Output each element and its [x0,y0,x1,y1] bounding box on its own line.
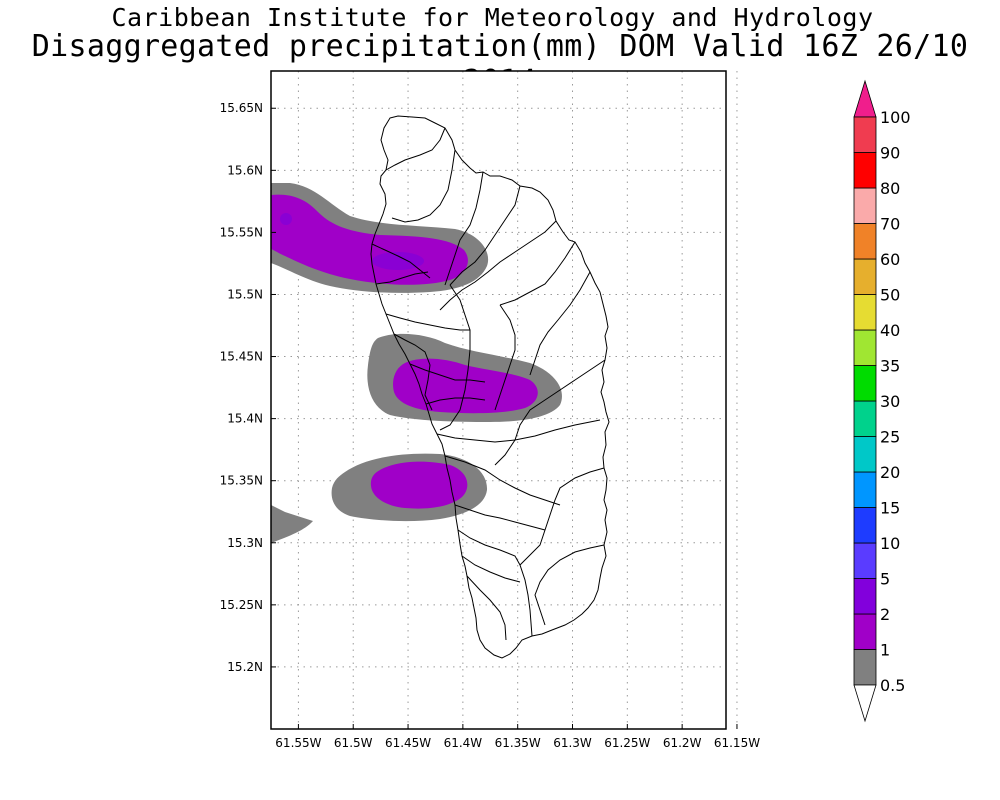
district-boundary-17 [461,555,521,583]
colorbar-label: 0.5 [880,676,905,695]
lat-tick-label: 15.55N [220,225,263,239]
colorbar-label: 15 [880,499,900,518]
district-boundary-7 [494,304,516,411]
colorbar-swatch-100 [853,116,877,153]
colorbar-swatch-70 [853,223,877,260]
district-boundary-10 [409,363,486,383]
colorbar-swatch-10 [853,542,877,579]
lon-tick-label: 61.4W [444,736,483,750]
district-boundary-3 [449,185,521,286]
colorbar-swatch-90 [853,152,877,189]
lat-tick-label: 15.2N [227,660,263,674]
district-boundary-13 [444,455,561,506]
lon-tick-label: 61.45W [385,736,431,750]
lon-tick-label: 61.5W [334,736,373,750]
lat-tick-label: 15.35N [220,474,263,488]
precip-spot-north-core [372,252,424,270]
district-boundary-18 [534,544,605,626]
colorbar-swatch-50 [853,294,877,331]
colorbar-swatch-80 [853,187,877,224]
district-boundary-8 [529,271,591,376]
axis-tick-labels: 61.55W 61.5W 61.45W 61.4W 61.35W 61.3W 61.25W 6… [220,101,761,750]
lon-tick-label: 61.55W [275,736,321,750]
lat-tick-label: 15.5N [227,287,263,301]
district-boundary-12 [436,419,601,443]
lon-tick-label: 61.2W [663,736,702,750]
district-boundary-11 [494,359,606,466]
district-boundary-21 [375,271,429,285]
colorbar-label: 100 [880,108,911,127]
colorbar-label: 35 [880,357,900,376]
colorbar-label: 25 [880,428,900,447]
colorbar-swatch-20 [853,471,877,508]
lat-tick-label: 15.4N [227,412,263,426]
district-boundary-2 [444,171,484,286]
district-boundary-15 [454,504,546,531]
island-outline-dominica [370,115,610,659]
lat-tick-label: 15.6N [227,163,263,177]
district-boundary-24 [385,127,446,171]
chart-title-line2: Disaggregated precipitation(mm) DOM Vali… [31,29,969,99]
map-plot-area: 61.55W 61.5W 61.45W 61.4W 61.35W 61.3W 61.25W 6… [220,70,761,750]
district-boundary-16 [457,529,533,637]
district-boundary-4 [439,220,557,311]
colorbar-swatch-60 [853,258,877,295]
lat-tick-label: 15.45N [220,350,263,364]
colorbar-label: 70 [880,215,900,234]
colorbar-label: 90 [880,144,900,163]
colorbar-swatch-40 [853,329,877,366]
colorbar-label: 2 [880,605,890,624]
colorbar-swatch-15 [853,507,877,544]
precip-area-west-edge-gray [271,505,313,543]
district-boundary-22 [393,333,433,411]
district-boundary-14 [519,467,605,566]
district-boundary-9 [385,313,470,331]
colorbar-swatch-35 [853,365,877,402]
colorbar-bottom-arrow [853,684,877,723]
colorbar-label: 80 [880,179,900,198]
district-boundary-20 [371,243,431,279]
colorbar-label: 40 [880,321,900,340]
colorbar-label: 30 [880,392,900,411]
colorbar-label: 10 [880,534,900,553]
colorbar-swatch-1 [853,649,877,686]
colorbar-swatch-2 [853,613,877,650]
colorbar-top-arrow [853,79,877,118]
district-boundary-5 [499,241,576,306]
colorbar-label: 60 [880,250,900,269]
colorbar-swatch-30 [853,400,877,437]
district-boundary-6 [439,284,471,431]
district-boundary-1 [391,149,456,223]
colorbar-label: 5 [880,570,890,589]
lat-tick-label: 15.3N [227,536,263,550]
colorbar-swatch-5 [853,578,877,615]
colorbar-label: 50 [880,286,900,305]
chart-title-line1: Caribbean Institute for Meteorology and … [111,3,874,32]
colorbar-swatch-25 [853,436,877,473]
lon-tick-label: 61.15W [714,736,760,750]
precip-spot-north-west [280,213,292,225]
map-frame-border [270,70,727,730]
district-boundary-19 [466,575,507,641]
precip-area-south-purple [370,461,468,509]
lon-tick-label: 61.35W [495,736,541,750]
lat-tick-label: 15.25N [220,598,263,612]
lon-tick-label: 61.25W [604,736,650,750]
lon-tick-label: 61.3W [553,736,592,750]
district-boundary-23 [425,397,486,405]
colorbar-label: 20 [880,463,900,482]
lat-tick-label: 15.65N [220,101,263,115]
colorbar-label: 1 [880,641,890,660]
